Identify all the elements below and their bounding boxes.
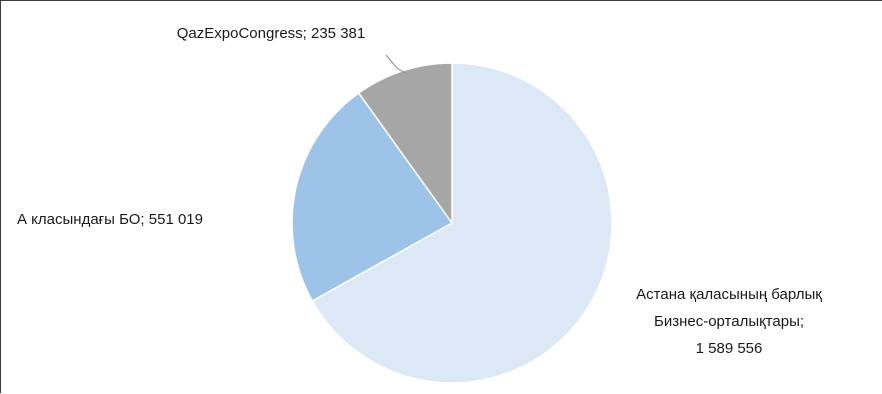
- data-label-1: А класындағы БО; 551 019: [17, 211, 203, 228]
- data-label-2-line-0: QazExpoCongress; 235 381: [177, 25, 365, 42]
- data-label-0-line-0: Астана қаласының барлық: [636, 286, 822, 303]
- frame-edge-cover: [873, 1, 882, 394]
- leader-lines: [385, 54, 406, 74]
- data-label-2: QazExpoCongress; 235 381: [177, 25, 365, 42]
- pie-slice-0: [311, 62, 613, 384]
- data-labels: Астана қаласының барлық Бизнес-орталықтар…: [17, 25, 822, 357]
- data-label-0-line-2: 1 589 556: [696, 340, 763, 357]
- data-label-1-line-0: А класындағы БО; 551 019: [17, 211, 203, 228]
- pie-slice-1: [291, 91, 454, 302]
- pie-slice-2: [357, 62, 453, 226]
- pie-slices: [291, 62, 613, 384]
- data-label-0-line-1: Бизнес-орталықтары;: [654, 313, 804, 330]
- data-label-0: Астана қаласының барлық Бизнес-орталықтар…: [636, 286, 822, 357]
- leader-line-2: [385, 54, 406, 74]
